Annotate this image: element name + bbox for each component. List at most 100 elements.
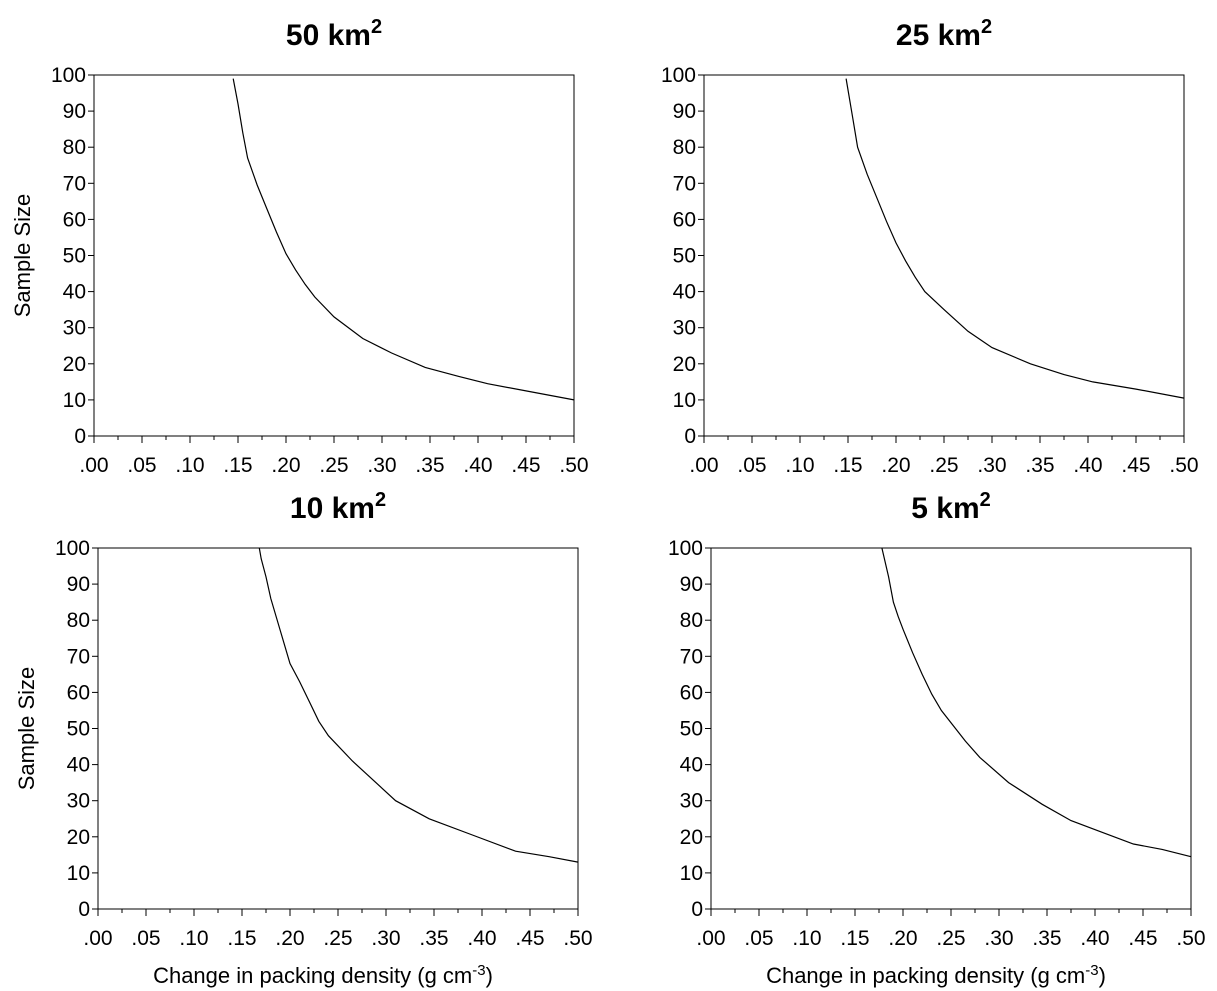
series-line [232,78,575,401]
plot-frame [93,74,575,437]
x-tick-label: .40 [1073,454,1102,477]
x-tick-label: .25 [323,927,352,950]
x-tick-label: .25 [936,927,965,950]
x-tick-label: .35 [1025,454,1054,477]
y-tick-label: 20 [673,353,696,376]
y-tick-label: 60 [673,208,696,231]
y-tick-label: 60 [680,681,703,704]
panel-title: 10 km2 [290,489,386,525]
y-tick-label: 10 [67,862,90,885]
y-tick-label: 80 [67,609,90,632]
x-tick-label: .30 [977,454,1006,477]
y-tick-label: 30 [63,317,86,340]
x-tick-label: .35 [1032,927,1061,950]
y-tick-label: 100 [55,537,90,560]
y-tick-label: 100 [668,537,703,560]
y-tick-label: 30 [673,317,696,340]
x-tick-label: .50 [1169,454,1198,477]
x-tick-label: .10 [785,454,814,477]
y-tick-label: 10 [673,389,696,412]
x-tick-label: .20 [881,454,910,477]
y-tick-label: 70 [67,645,90,668]
x-tick-label: .20 [271,454,300,477]
x-tick-label: .20 [275,927,304,950]
y-tick-label: 100 [51,64,86,87]
y-tick-label: 50 [63,245,86,268]
x-tick-label: .40 [467,927,496,950]
x-tick-label: .10 [792,927,821,950]
y-tick-label: 80 [63,136,86,159]
y-tick-label: 60 [67,681,90,704]
x-tick-label: .40 [463,454,492,477]
series-line [845,78,1185,399]
x-tick-label: .30 [371,927,400,950]
y-tick-label: 0 [691,898,703,921]
x-tick-label: .00 [83,927,112,950]
y-tick-label: 90 [63,100,86,123]
y-tick-label: 70 [63,172,86,195]
x-tick-label: .30 [367,454,396,477]
panel-5km2: 5 km2 Change in packing density (g cm-3)… [668,489,1206,988]
plot-frame [710,547,1192,910]
y-tick-label: 50 [67,718,90,741]
x-tick-label: .00 [696,927,725,950]
y-tick-label: 90 [67,573,90,596]
panel-50km2: 50 km2 Sample Size 0 10 20 30 40 50 60 70 80 90 10… [10,16,589,477]
panel-title: 50 km2 [286,16,382,52]
y-tick-label: 0 [78,898,90,921]
y-tick-label: 20 [67,826,90,849]
x-tick-label: .00 [689,454,718,477]
y-axis-label: Sample Size [14,667,39,791]
y-tick-label: 50 [673,245,696,268]
y-tick-label: 30 [67,790,90,813]
x-tick-label: .05 [737,454,766,477]
x-tick-label: .15 [223,454,252,477]
plot-frame [703,74,1185,437]
panel-10km2: 10 km2 Sample Size Change in packing den… [14,489,593,988]
y-tick-label: 20 [63,353,86,376]
y-tick-label: 90 [680,573,703,596]
y-tick-label: 70 [673,172,696,195]
series-line [881,547,1192,858]
y-tick-label: 40 [680,754,703,777]
y-tick-label: 10 [63,389,86,412]
y-tick-label: 70 [680,645,703,668]
x-tick-label: .50 [559,454,588,477]
x-tick-label: .45 [515,927,544,950]
y-tick-label: 90 [673,100,696,123]
y-tick-label: 50 [680,718,703,741]
x-tick-label: .45 [1121,454,1150,477]
y-tick-label: 30 [680,790,703,813]
y-tick-label: 40 [673,281,696,304]
y-tick-label: 80 [673,136,696,159]
panel-title: 5 km2 [911,489,991,525]
x-tick-label: .00 [79,454,108,477]
x-axis-label: Change in packing density (g cm-3) [766,962,1106,988]
x-tick-label: .50 [563,927,592,950]
y-tick-label: 40 [63,281,86,304]
x-tick-label: .35 [415,454,444,477]
x-tick-label: .25 [319,454,348,477]
y-tick-label: 0 [684,425,696,448]
x-tick-label: .40 [1080,927,1109,950]
x-tick-label: .25 [929,454,958,477]
y-tick-label: 0 [74,425,86,448]
x-tick-label: .10 [175,454,204,477]
y-axis-label: Sample Size [10,194,35,318]
y-tick-label: 60 [63,208,86,231]
x-tick-label: .05 [131,927,160,950]
panel-title: 25 km2 [896,16,992,52]
y-tick-label: 40 [67,754,90,777]
y-tick-label: 20 [680,826,703,849]
x-tick-label: .50 [1176,927,1205,950]
x-tick-label: .15 [840,927,869,950]
x-tick-label: .30 [984,927,1013,950]
y-tick-label: 80 [680,609,703,632]
x-tick-label: .05 [744,927,773,950]
x-axis-label: Change in packing density (g cm-3) [153,962,493,988]
x-tick-label: .35 [419,927,448,950]
x-tick-label: .15 [227,927,256,950]
x-tick-label: .15 [833,454,862,477]
series-line [258,547,579,863]
